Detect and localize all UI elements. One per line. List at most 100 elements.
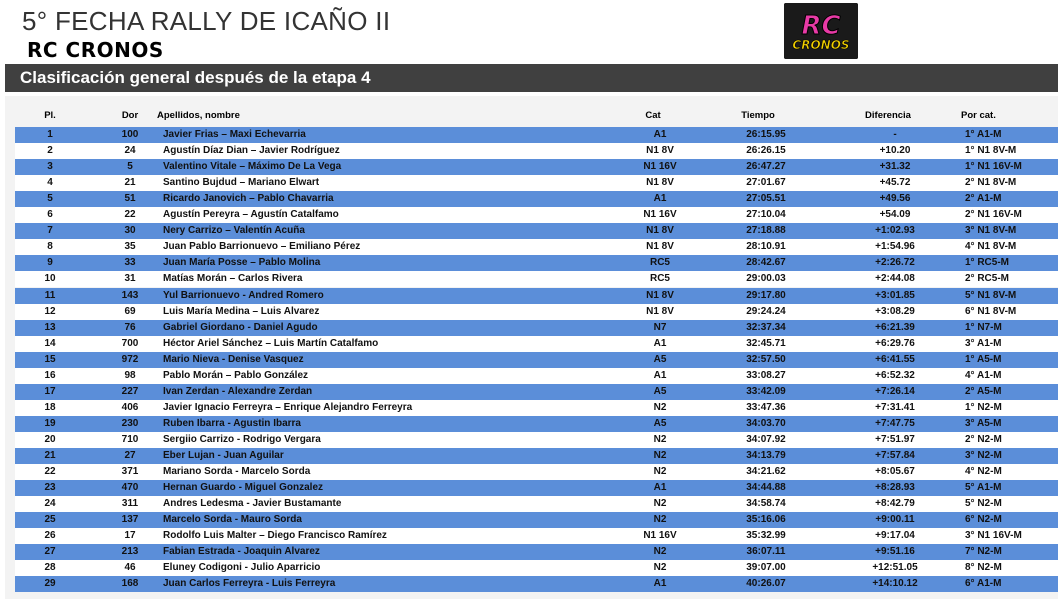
cell-pl: 20 — [44, 433, 56, 445]
cell-name: Ivan Zerdan - Alexandre Zerdan — [163, 385, 313, 397]
cell-dor: 470 — [121, 482, 139, 494]
cell-pl: 15 — [44, 353, 56, 365]
cell-porcat: 3° N1 8V-M — [965, 225, 1017, 237]
table-row: 13 76 Gabriel Giordano - Daniel Agudo N7 32:… — [15, 319, 1058, 336]
table-row: 8 35 Juan Pablo Barrionuevo – Emiliano Pér… — [15, 239, 1058, 256]
cell-tiempo: 26:26.15 — [746, 145, 786, 157]
cell-name: Pablo Morán – Pablo González — [163, 369, 309, 381]
cell-porcat: 6° A1-M — [965, 578, 1002, 590]
cell-name: Luis María Medina – Luis Alvarez — [163, 305, 320, 317]
cell-porcat: 5° A1-M — [965, 482, 1002, 494]
cell-porcat: 1° A5-M — [965, 353, 1002, 365]
cell-dif: +8:05.67 — [875, 466, 915, 478]
cell-tiempo: 27:01.67 — [746, 177, 786, 189]
cell-pl: 6 — [47, 209, 53, 221]
cell-porcat: 3° A5-M — [965, 417, 1002, 429]
cell-porcat: 3° N1 16V-M — [965, 530, 1022, 542]
cell-pl: 10 — [44, 273, 56, 285]
cell-tiempo: 33:08.27 — [746, 369, 786, 381]
cell-porcat: 2° N1 8V-M — [965, 177, 1017, 189]
cell-dor: 227 — [121, 385, 139, 397]
cell-pl: 1 — [47, 129, 53, 140]
table-row: 20 710 Sergiio Carrizo - Rodrigo Vergara N2… — [15, 431, 1058, 448]
cell-tiempo: 34:44.88 — [746, 482, 786, 494]
cell-cat: A1 — [653, 578, 667, 590]
table-row: 29 168 Juan Carlos Ferreyra - Luis Ferreyr… — [15, 576, 1058, 593]
cell-dor: 98 — [124, 369, 136, 381]
cell-name: Matías Morán – Carlos Rivera — [163, 273, 303, 285]
cell-tiempo: 26:47.27 — [746, 161, 786, 173]
cell-tiempo: 34:58.74 — [746, 498, 786, 510]
cell-tiempo: 33:42.09 — [746, 385, 786, 397]
cell-pl: 8 — [47, 241, 53, 253]
table-row: 18 406 Javier Ignacio Ferreyra – Enrique A… — [15, 399, 1058, 416]
cell-name: Ruben Ibarra - Agustin Ibarra — [163, 417, 301, 429]
cell-dor: 35 — [124, 241, 136, 253]
cell-dor: 700 — [121, 337, 139, 349]
cell-dif: +6:52.32 — [875, 369, 915, 381]
cell-pl: 5 — [47, 193, 53, 205]
logo-text-top: RC — [801, 11, 840, 41]
cell-name: Javier Frias – Maxi Echevarria — [163, 129, 306, 140]
cell-pl: 14 — [44, 337, 56, 349]
cell-dor: 30 — [124, 225, 136, 237]
cell-cat: A1 — [653, 337, 667, 349]
cell-cat: N2 — [653, 562, 667, 574]
cell-dor: 972 — [121, 353, 139, 365]
cell-dor: 17 — [124, 530, 136, 542]
cell-porcat: 1° N1 8V-M — [965, 145, 1017, 157]
cell-tiempo: 34:13.79 — [746, 450, 786, 461]
cell-name: Eluney Codigoni - Julio Aparricio — [163, 562, 321, 574]
cell-name: Rodolfo Luis Malter – Diego Francisco Ra… — [163, 530, 387, 542]
cell-dor: 168 — [121, 578, 139, 590]
cell-tiempo: 32:45.71 — [746, 337, 786, 349]
cell-tiempo: 27:18.88 — [746, 225, 786, 237]
cell-dif: +8:28.93 — [875, 482, 915, 494]
cell-dif: +1:54.96 — [875, 241, 915, 253]
cell-porcat: 2° N1 16V-M — [965, 209, 1022, 221]
cell-pl: 11 — [44, 289, 56, 301]
table-row: 25 137 Marcelo Sorda - Mauro Sorda N2 35:16.… — [15, 512, 1058, 529]
cell-name: Hernan Guardo - Miguel Gonzalez — [163, 482, 324, 494]
cell-porcat: 1° N1 16V-M — [965, 161, 1022, 173]
cell-name: Yul Barrionuevo - Andred Romero — [163, 289, 324, 301]
cell-porcat: 2° A5-M — [965, 385, 1002, 397]
table-row: 22 371 Mariano Sorda - Marcelo Sorda N2 34:2… — [15, 464, 1058, 481]
cell-tiempo: 29:17.80 — [746, 289, 786, 301]
cell-cat: N1 16V — [643, 530, 677, 542]
section-banner: Clasificación general después de la etap… — [5, 64, 1058, 92]
cell-name: Valentino Vitale – Máximo De La Vega — [163, 161, 342, 173]
table-row: 10 31 Matías Morán – Carlos Rivera RC5 29:00… — [15, 271, 1058, 288]
cell-cat: N2 — [653, 401, 667, 413]
cell-name: Juan Pablo Barrionuevo – Emiliano Pérez — [163, 241, 361, 253]
cell-dor: 5 — [127, 161, 133, 173]
cell-tiempo: 27:05.51 — [746, 193, 786, 205]
cell-pl: 17 — [44, 385, 56, 397]
cell-dif: +7:31.41 — [875, 401, 915, 413]
table-row: 5 51 Ricardo Janovich – Pablo Chavarria A1 2… — [15, 191, 1058, 208]
cell-name: Marcelo Sorda - Mauro Sorda — [163, 514, 302, 526]
table-row: 15 972 Mario Nieva - Denise Vasquez A5 32:57… — [15, 351, 1058, 368]
cell-name: Juan Carlos Ferreyra - Luis Ferreyra — [163, 578, 336, 590]
cell-pl: 19 — [44, 417, 56, 429]
cell-pl: 24 — [44, 498, 56, 510]
col-tiempo-header: Tiempo — [741, 110, 775, 121]
table-row: 12 69 Luis María Medina – Luis Alvarez N1 8… — [15, 303, 1058, 320]
cell-pl: 21 — [44, 450, 56, 461]
cell-dif: +31.32 — [879, 161, 911, 173]
cell-tiempo: 32:37.34 — [746, 321, 786, 333]
cell-dor: 137 — [121, 514, 139, 526]
cell-porcat: 3° A1-M — [965, 337, 1002, 349]
cell-tiempo: 35:16.06 — [746, 514, 786, 526]
table-row: 2 24 Agustín Díaz Dian – Javier Rodríguez N… — [15, 143, 1058, 160]
cell-dor: 406 — [121, 401, 139, 413]
cell-name: Eber Lujan - Juan Aguilar — [163, 450, 284, 461]
cell-cat: A1 — [653, 129, 667, 140]
cell-pl: 28 — [44, 562, 56, 574]
cell-dif: +9:51.16 — [875, 546, 915, 558]
cell-pl: 23 — [44, 482, 56, 494]
cell-porcat: 1° N7-M — [965, 321, 1002, 333]
cell-dor: 371 — [121, 466, 139, 478]
table-row: 16 98 Pablo Morán – Pablo González A1 33:08.… — [15, 367, 1058, 384]
cell-dor: 46 — [124, 562, 136, 574]
